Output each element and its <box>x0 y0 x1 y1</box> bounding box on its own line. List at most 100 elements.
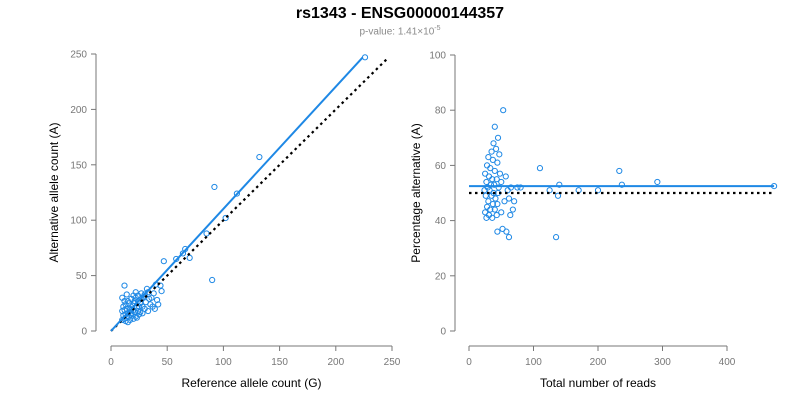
data-point <box>124 319 131 326</box>
data-point <box>146 295 153 302</box>
data-point <box>493 176 500 183</box>
y-tick-label: 150 <box>70 160 87 171</box>
data-point <box>133 314 140 321</box>
x-tick-label: 50 <box>162 357 174 368</box>
data-point <box>554 192 562 199</box>
x-tick-label: 200 <box>590 357 607 368</box>
data-point <box>211 183 218 191</box>
data-point <box>618 181 625 188</box>
allele-count-scatter-panel: 0 50 100 150 200 250 0 50 100 150 200 250 Reference … <box>47 50 401 391</box>
data-point <box>130 315 137 322</box>
data-point <box>552 234 560 241</box>
data-point <box>151 305 158 312</box>
x-tick-label: 300 <box>654 357 671 368</box>
data-point <box>491 167 498 175</box>
y-tick-label: 0 <box>440 327 446 338</box>
data-point <box>494 134 502 141</box>
data-point <box>142 299 149 306</box>
data-point <box>505 195 513 202</box>
data-point <box>489 156 496 163</box>
data-point <box>494 200 501 208</box>
data-point <box>361 54 369 61</box>
y-tick-label: 80 <box>435 106 447 117</box>
data-point <box>485 198 492 205</box>
data-point <box>490 140 497 147</box>
data-point <box>203 230 210 237</box>
data-point <box>487 206 494 213</box>
data-point <box>153 296 161 304</box>
x-tick-label: 100 <box>525 357 542 368</box>
data-point <box>256 153 263 161</box>
x-tick-label: 0 <box>466 357 472 368</box>
y-tick-label: 100 <box>429 51 446 62</box>
data-point <box>546 187 553 194</box>
data-point <box>209 276 216 284</box>
data-point <box>492 145 500 152</box>
data-point <box>556 181 563 188</box>
y-tick-label: 0 <box>81 327 87 338</box>
data-point <box>505 234 513 241</box>
data-point <box>514 184 521 191</box>
data-point <box>491 123 498 130</box>
data-point <box>483 178 490 186</box>
x-tick-label: 150 <box>271 357 288 368</box>
data-point <box>157 282 164 289</box>
data-point <box>132 289 139 296</box>
y-axis-title: Percentage alternative (A) <box>409 123 423 262</box>
data-point <box>536 165 544 172</box>
data-point <box>502 173 509 180</box>
y-tick-label: 20 <box>435 271 447 282</box>
data-point <box>222 214 229 222</box>
x-tick-label: 100 <box>215 357 232 368</box>
data-point <box>492 195 499 202</box>
x-axis-title: Reference allele count (G) <box>181 376 321 390</box>
data-point <box>233 190 240 197</box>
data-point <box>501 198 508 205</box>
x-axis-title: Total number of reads <box>540 376 656 390</box>
p-value-text: p-value: 1.41×10 <box>359 26 435 38</box>
data-point <box>139 310 146 317</box>
data-point <box>485 154 492 161</box>
data-point <box>138 290 145 297</box>
x-tick-label: 400 <box>719 357 736 368</box>
chart-title: rs1343 - ENSG00000144357 <box>295 5 505 22</box>
x-tick-label: 0 <box>108 357 114 368</box>
y-tick-label: 50 <box>76 271 88 282</box>
fit-line <box>110 56 364 332</box>
data-point <box>489 200 496 208</box>
data-point <box>123 291 130 298</box>
percentage-alternative-scatter-panel: 0 100 200 300 400 0 20 40 60 80 100 Total number of… <box>409 51 778 390</box>
data-point <box>494 228 501 235</box>
data-point <box>136 303 143 310</box>
data-point <box>509 206 516 213</box>
data-point <box>144 307 152 315</box>
x-tick-label: 200 <box>327 357 344 368</box>
data-point <box>507 211 514 219</box>
data-point <box>489 176 496 183</box>
data-point <box>498 178 505 186</box>
data-point <box>493 211 500 219</box>
data-point <box>511 198 518 205</box>
y-tick-label: 200 <box>70 105 87 116</box>
data-point <box>121 282 128 289</box>
data-point <box>150 290 157 297</box>
data-point <box>499 225 506 232</box>
y-tick-label: 40 <box>435 216 447 227</box>
data-point <box>517 184 524 191</box>
data-point <box>491 206 498 213</box>
data-point <box>482 192 489 199</box>
data-point <box>160 258 167 265</box>
y-tick-label: 250 <box>70 50 87 61</box>
data-point <box>594 187 602 194</box>
data-point <box>186 254 193 261</box>
data-point <box>496 151 503 158</box>
data-point <box>616 167 623 175</box>
data-point <box>487 165 494 172</box>
data-point <box>504 187 511 194</box>
data-point <box>494 159 501 166</box>
data-point <box>488 148 495 155</box>
x-tick-label: 250 <box>384 357 401 368</box>
data-point <box>500 107 507 114</box>
data-point <box>496 170 504 177</box>
